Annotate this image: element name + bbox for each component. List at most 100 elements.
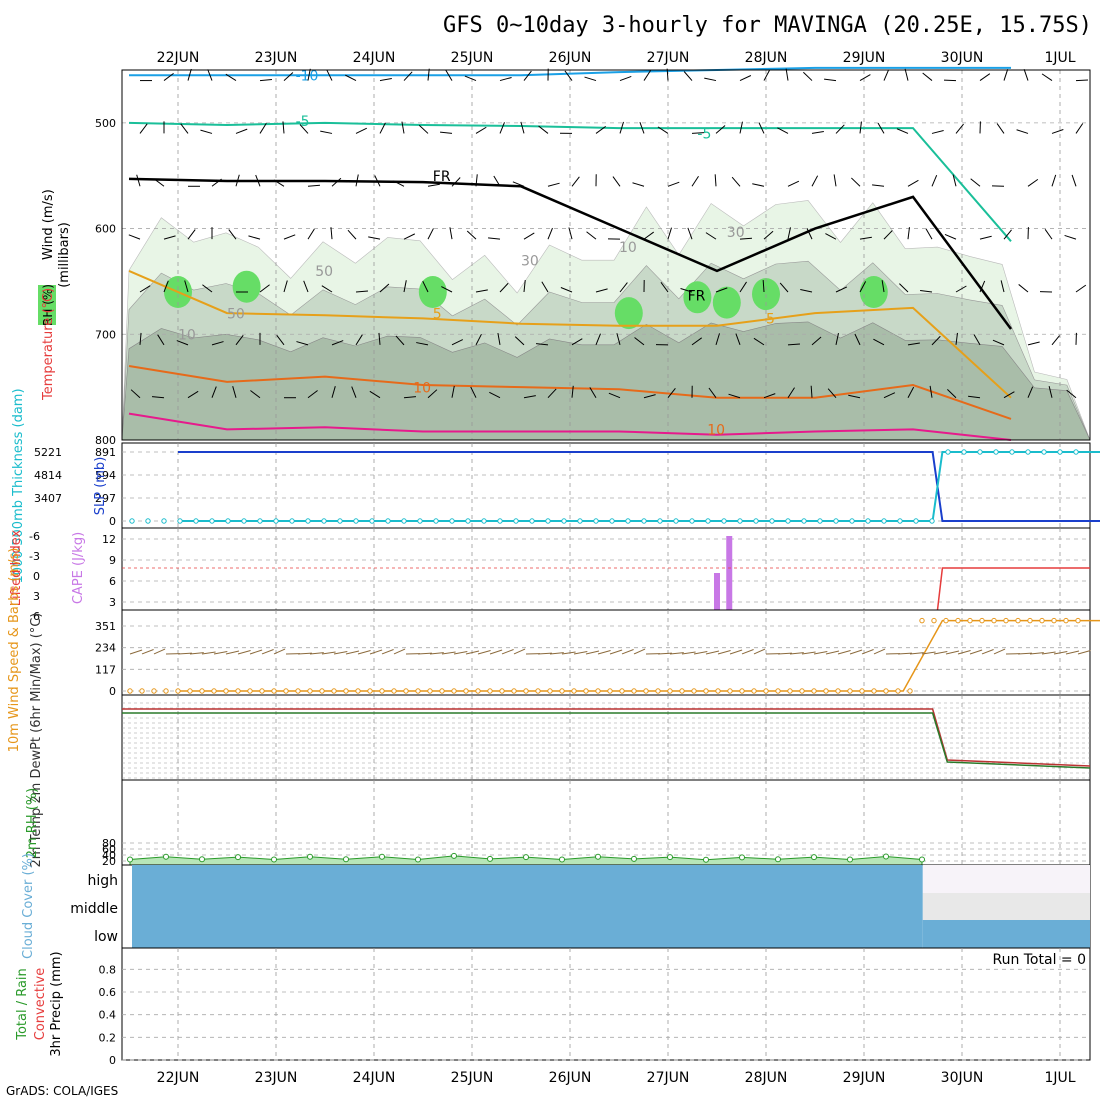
y-tick-label: 0.4 (99, 1009, 117, 1022)
wind-barb-10m (1065, 650, 1080, 655)
wind-barb (619, 282, 628, 293)
wind-barb (139, 285, 151, 293)
wind-barb (660, 281, 669, 293)
bottom-date-label: 29JUN (843, 1070, 886, 1086)
wind-speed-marker (1039, 617, 1045, 624)
thickness-marker (257, 518, 263, 524)
wind-barb (451, 385, 455, 398)
thickness-marker (961, 449, 967, 455)
wind-speed-marker (643, 688, 649, 694)
wind-speed-marker (211, 688, 217, 694)
thickness-marker (673, 518, 679, 524)
wind-speed-marker (535, 688, 541, 694)
thickness-marker (449, 518, 455, 524)
wind-barb-10m (1041, 651, 1056, 655)
wind-barb (1051, 129, 1064, 134)
top-date-label: 26JUN (549, 50, 592, 66)
wind-barb-10m (909, 652, 924, 655)
rh2m-marker (595, 853, 601, 860)
pressure-axis-label: (millibars) (57, 222, 72, 288)
wind-barb (1075, 123, 1084, 134)
wind-speed-marker (607, 688, 613, 694)
wind-barb (497, 332, 501, 345)
wind-barb (176, 340, 189, 346)
wind-barb (925, 228, 933, 240)
wind-barb (379, 122, 386, 134)
wind-speed-marker (391, 688, 397, 694)
thickness-marker (657, 518, 663, 524)
wind-speed-marker (259, 688, 265, 694)
wind-barb (595, 333, 601, 346)
thickness-marker (737, 518, 743, 524)
wind-barb (612, 176, 621, 187)
wind-barb (395, 335, 405, 346)
wind-barb (851, 177, 861, 187)
thickness-marker (1041, 449, 1047, 455)
wind-barb (931, 175, 938, 187)
thickness-marker (529, 518, 535, 524)
wind-barb (881, 280, 885, 293)
wind-speed-marker (667, 688, 673, 694)
wind-barb (211, 178, 222, 187)
wind-barb (307, 68, 311, 81)
wind-barb (970, 178, 981, 187)
wind-barb (1000, 280, 1005, 293)
wind-barb (499, 122, 505, 134)
thickness-tick-label: 5221 (34, 446, 62, 459)
wind-barb (883, 230, 893, 240)
wind-barb (202, 284, 213, 293)
wind-barb (451, 339, 464, 346)
wind-barb (347, 229, 357, 240)
wind-barb (401, 121, 405, 134)
wind-barb (968, 395, 981, 399)
wind-speed-marker (379, 688, 385, 694)
wind-barb (735, 333, 741, 346)
y-tick-label: 351 (95, 620, 116, 633)
wind-barb (955, 332, 958, 345)
thickness-marker (177, 518, 183, 524)
wind-speed-marker (475, 688, 481, 694)
wind-barb (283, 234, 296, 240)
precip-axis-label: 3hr Precip (mm) (49, 951, 64, 1056)
wind-barb (904, 68, 909, 81)
wind-barb (1003, 229, 1012, 240)
wind-barb (255, 174, 261, 187)
rh-dark-area (121, 321, 1091, 441)
pressure-tick-label: 500 (95, 117, 116, 130)
top-date-label: 30JUN (941, 50, 984, 66)
wind-barb (811, 175, 819, 187)
wind-barb (331, 177, 342, 187)
thickness-marker (817, 518, 823, 524)
wind-barb (586, 231, 597, 240)
wind-barb (355, 174, 359, 187)
wind-speed-marker (199, 688, 205, 694)
thickness-marker (337, 518, 343, 524)
wind-barb (687, 227, 693, 240)
wind-barb (1003, 391, 1015, 399)
wind-barb (811, 336, 822, 346)
wind-speed-marker (355, 688, 361, 694)
wind-speed-line (178, 619, 1100, 692)
thickness-marker (945, 449, 951, 455)
wind-barb (763, 230, 774, 240)
thickness-marker (977, 449, 983, 455)
li-tick-label: -6 (29, 530, 40, 543)
wind-barb (276, 334, 285, 346)
isotherm-10 (128, 365, 1012, 420)
wind-barb (608, 392, 621, 399)
wind-barb (883, 392, 896, 399)
wind-speed-marker (799, 688, 805, 694)
contour-label: 10 (178, 328, 196, 344)
rh2m-marker (703, 856, 709, 863)
y-tick-label: 0.6 (99, 986, 117, 999)
isotherm--10 (129, 66, 1011, 77)
wind-barb (187, 68, 192, 81)
wind-barb (163, 235, 176, 240)
rh2m-marker (307, 853, 313, 860)
wind-barb (835, 124, 845, 134)
wind-barb-10m (849, 649, 863, 655)
wind-barb (427, 389, 438, 399)
thickness-marker (193, 518, 199, 524)
wind-barb (787, 227, 791, 240)
rh2m-marker (775, 856, 781, 863)
